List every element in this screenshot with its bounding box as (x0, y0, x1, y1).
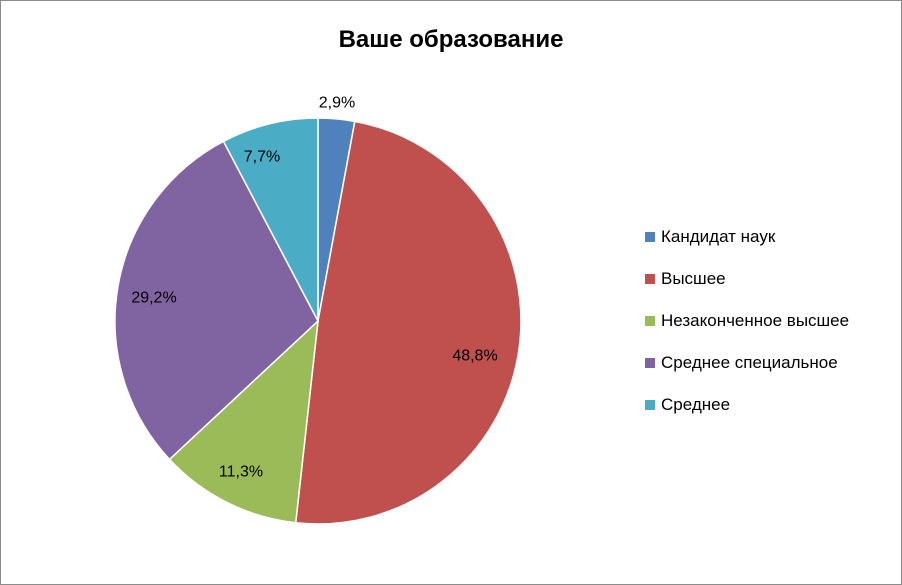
legend-item-3: Незаконченное высшее (645, 310, 849, 331)
data-label-5: 7,7% (244, 149, 280, 166)
pie-slice-5 (222, 117, 319, 322)
legend-swatch-4 (645, 357, 655, 368)
legend-swatch-2 (645, 273, 655, 284)
legend-label-5: Среднее (661, 394, 731, 414)
data-label-2: 48,8% (452, 348, 497, 365)
legend-item-5: Среднее (645, 394, 849, 415)
pie-slice-2 (294, 120, 522, 525)
pie-slice-4 (114, 140, 319, 461)
legend-item-4: Среднее специальное (645, 352, 849, 373)
legend-label-2: Высшее (661, 268, 726, 288)
legend-item-1: Кандидат наук (645, 226, 849, 247)
legend-swatch-5 (645, 399, 655, 410)
data-label-1: 2,9% (319, 95, 355, 112)
legend-swatch-3 (645, 315, 655, 326)
pie-slice-3 (168, 319, 319, 524)
legend-swatch-1 (645, 231, 655, 242)
pie-slices (114, 117, 522, 525)
legend-label-3: Незаконченное высшее (661, 310, 850, 330)
legend-label-1: Кандидат наук (661, 226, 776, 246)
legend-item-2: Высшее (645, 268, 849, 289)
chart-title: Ваше образование (338, 26, 564, 53)
legend: Кандидат наук Высшее Незаконченное высшее С… (645, 226, 849, 436)
data-label-3: 11,3% (219, 464, 263, 481)
legend-label-4: Среднее специальное (661, 352, 838, 372)
data-label-4: 29,2% (131, 290, 176, 307)
pie-data-labels: 2,9% 48,8% 11,3% 29,2% 7,7% (131, 95, 497, 481)
